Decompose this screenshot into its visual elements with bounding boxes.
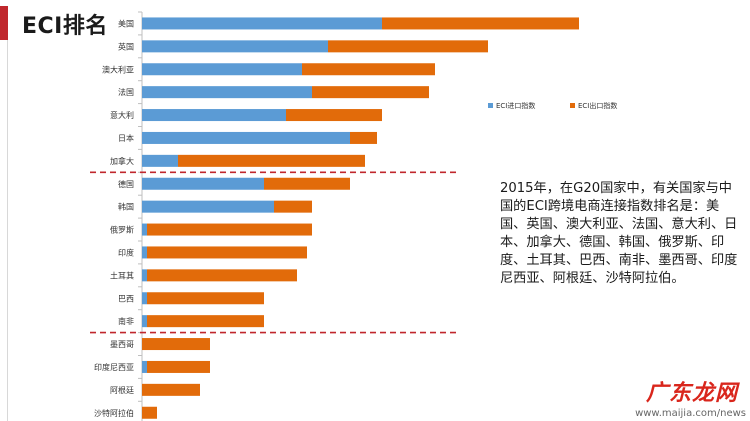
bar-export [147, 360, 210, 373]
bar-export [302, 63, 435, 76]
category-label: 韩国 [118, 202, 134, 212]
page-title: ECI排名 [22, 14, 108, 39]
bar-export [147, 292, 264, 305]
description-text: 2015年，在G20国家中，有关国家与中国的ECI跨境电商连接指数排名是：美国、… [500, 181, 738, 286]
bar-import [142, 292, 147, 305]
bar-import [142, 177, 264, 190]
bar-import [142, 223, 147, 236]
bar-export [312, 86, 429, 99]
watermark: 广东龙网 www.maijia.com/news [598, 375, 748, 419]
bar-import [142, 246, 147, 259]
category-label: 沙特阿拉伯 [94, 408, 134, 418]
category-label: 南非 [118, 316, 134, 326]
bar-import [142, 86, 312, 99]
bar-export [350, 131, 377, 144]
bar-export [142, 338, 210, 351]
category-label: 俄罗斯 [110, 225, 134, 235]
bar-import [142, 154, 178, 167]
category-label: 日本 [118, 133, 134, 143]
category-label: 意大利 [110, 110, 134, 120]
title-accent-bar [0, 6, 8, 40]
left-border [0, 40, 8, 421]
bar-export [147, 223, 312, 236]
watermark-url: www.maijia.com/news [635, 408, 746, 419]
bar-import [142, 63, 302, 76]
category-label: 土耳其 [110, 270, 134, 280]
category-label: 澳大利亚 [102, 64, 134, 74]
legend-label-export: ECI出口指数 [578, 101, 617, 110]
category-label: 印度 [118, 247, 134, 257]
category-label: 墨西哥 [110, 340, 134, 349]
legend-label-import: ECI进口指数 [496, 101, 535, 110]
bar-import [142, 360, 147, 373]
bar-export [147, 246, 307, 259]
bar-import [142, 109, 286, 122]
category-label: 德国 [118, 179, 134, 189]
bar-export [178, 154, 365, 167]
category-label: 美国 [118, 18, 134, 28]
bar-import [142, 40, 328, 53]
bar-import [142, 315, 147, 328]
bar-import [142, 200, 274, 213]
bar-export [286, 109, 382, 122]
bar-export [274, 200, 312, 213]
category-label: 阿根廷 [110, 385, 134, 395]
bar-import [142, 269, 147, 282]
legend-swatch-export [570, 103, 575, 108]
bar-export [147, 315, 264, 328]
bar-import [142, 17, 382, 30]
bar-import [142, 131, 350, 144]
bar-export [328, 40, 488, 53]
category-label: 法国 [118, 87, 134, 97]
category-label: 加拿大 [110, 156, 134, 166]
bar-export [142, 406, 157, 419]
category-label: 巴西 [118, 294, 134, 303]
legend-swatch-import [488, 103, 493, 108]
category-label: 英国 [118, 41, 134, 51]
category-label: 印度尼西亚 [94, 362, 134, 372]
bar-export [147, 269, 297, 282]
bar-export [264, 177, 350, 190]
bar-export [382, 17, 579, 30]
bar-export [142, 383, 200, 396]
watermark-title: 广东龙网 [645, 381, 738, 406]
